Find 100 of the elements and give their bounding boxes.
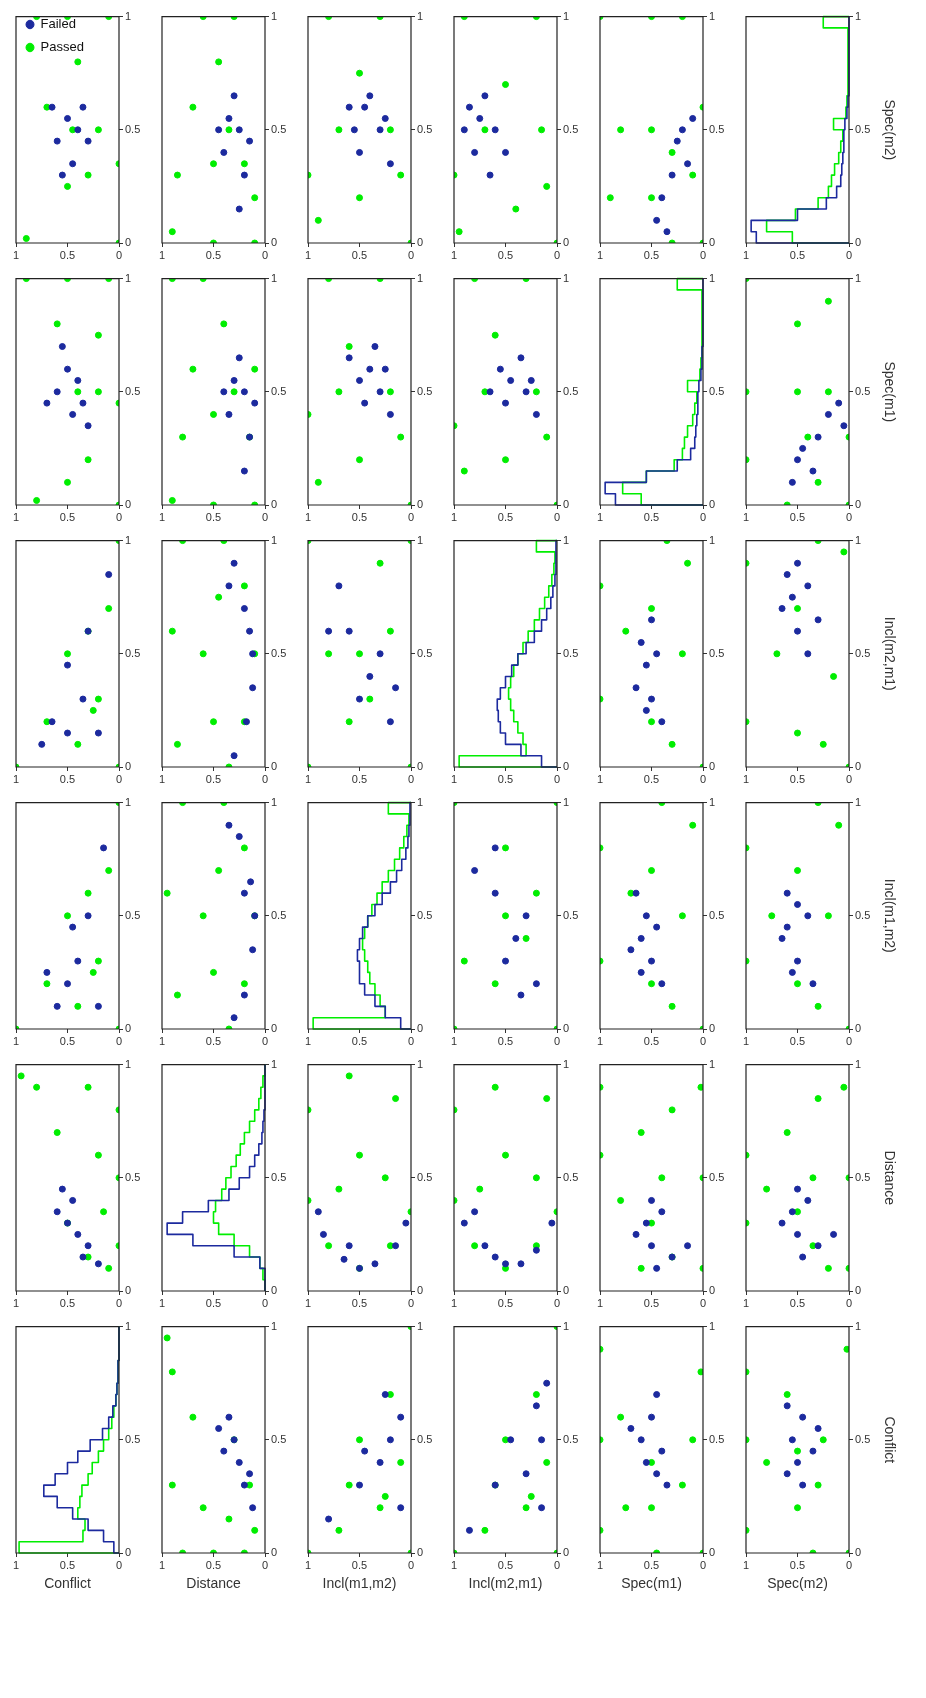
y-tick-label: 0.5 [271,122,287,135]
y-tick-label: 0 [271,1022,278,1035]
x-tick-label: 0.5 [59,772,76,785]
y-tick-label: 0.5 [563,384,579,397]
x-tick-label: 1 [158,510,166,523]
x-tick-label: 0 [115,1034,123,1047]
y-tick-label: 0 [855,498,862,511]
x-tick-label: 1 [596,772,604,785]
x-tick-label: 0 [699,1558,707,1571]
y-tick-label: 1 [417,9,424,22]
y-tick-label: 1 [271,533,278,546]
y-tick-label: 0 [125,236,132,249]
x-tick-label: 0.5 [59,1558,76,1571]
y-tick-label: 0.5 [563,646,579,659]
y-tick-label: 0.5 [709,1432,725,1445]
y-tick-label: 0.5 [417,384,433,397]
y-axis-title: Spec(m1) [881,361,898,423]
legend-label: Passed [40,39,84,55]
x-tick-label: 1 [12,1558,20,1571]
x-tick-label: 0 [845,1296,853,1309]
x-tick-label: 0.5 [59,1034,76,1047]
x-tick-label: 1 [450,1296,458,1309]
y-tick-label: 0 [563,236,570,249]
x-tick-label: 0 [115,772,123,785]
y-tick-label: 0.5 [563,908,579,921]
y-tick-label: 0.5 [271,1170,287,1183]
y-tick-label: 1 [271,795,278,808]
y-tick-label: 0.5 [709,1170,725,1183]
x-axis-title: Conflict [44,1575,91,1592]
x-tick-label: 1 [12,1296,20,1309]
y-tick-label: 0.5 [271,384,287,397]
y-tick-label: 0.5 [855,908,871,921]
x-tick-label: 1 [304,248,312,261]
x-tick-label: 0 [699,1034,707,1047]
y-tick-label: 0.5 [709,646,725,659]
x-tick-label: 1 [742,1296,750,1309]
y-tick-label: 0.5 [271,908,287,921]
legend-label: Failed [40,16,76,32]
x-tick-label: 0 [845,248,853,261]
x-tick-label: 1 [304,510,312,523]
x-tick-label: 0 [261,1296,269,1309]
y-tick-label: 0 [855,236,862,249]
y-tick-label: 1 [709,795,716,808]
x-tick-label: 1 [12,510,20,523]
x-tick-label: 1 [304,1558,312,1571]
y-tick-label: 0 [271,498,278,511]
y-tick-label: 0 [709,760,716,773]
x-tick-label: 1 [450,1558,458,1571]
y-tick-label: 0 [855,1022,862,1035]
x-tick-label: 1 [450,1034,458,1047]
x-axis-title: Spec(m1) [621,1575,682,1592]
x-tick-label: 0 [553,1296,561,1309]
y-tick-label: 0 [563,1546,570,1559]
x-tick-label: 0.5 [643,1558,660,1571]
x-tick-label: 0.5 [497,510,514,523]
y-tick-label: 0.5 [271,1432,287,1445]
y-tick-label: 0 [709,1546,716,1559]
x-tick-label: 0 [699,772,707,785]
x-tick-label: 1 [304,1296,312,1309]
y-tick-label: 0.5 [125,384,141,397]
x-tick-label: 0.5 [351,1558,368,1571]
y-tick-label: 0 [417,760,424,773]
x-tick-label: 1 [596,1034,604,1047]
x-tick-label: 1 [158,248,166,261]
y-tick-label: 1 [563,271,570,284]
y-tick-label: 1 [417,271,424,284]
y-tick-label: 1 [563,795,570,808]
y-tick-label: 0.5 [855,1432,871,1445]
y-tick-label: 0.5 [855,646,871,659]
x-tick-label: 0.5 [205,1296,222,1309]
x-tick-label: 1 [742,772,750,785]
y-tick-label: 1 [125,9,132,22]
y-tick-label: 1 [563,9,570,22]
x-tick-label: 0.5 [643,1034,660,1047]
x-tick-label: 1 [158,772,166,785]
x-tick-label: 1 [742,248,750,261]
y-tick-label: 0 [855,760,862,773]
x-tick-label: 1 [596,510,604,523]
y-tick-label: 1 [855,271,862,284]
y-tick-label: 0.5 [563,1170,579,1183]
y-tick-label: 1 [709,1319,716,1332]
x-tick-label: 0.5 [205,772,222,785]
x-tick-label: 0.5 [789,510,806,523]
y-tick-label: 1 [855,795,862,808]
x-tick-label: 0.5 [643,1296,660,1309]
x-tick-label: 0 [261,1558,269,1571]
x-axis-title: Incl(m1,m2) [322,1575,397,1592]
x-tick-label: 0.5 [59,248,76,261]
x-tick-label: 1 [742,510,750,523]
x-tick-label: 1 [742,1034,750,1047]
x-tick-label: 1 [304,1034,312,1047]
y-tick-label: 0.5 [709,908,725,921]
x-tick-label: 0.5 [497,1034,514,1047]
y-tick-label: 1 [709,271,716,284]
x-tick-label: 1 [158,1034,166,1047]
y-tick-label: 1 [271,9,278,22]
y-tick-label: 0 [417,1022,424,1035]
x-tick-label: 0.5 [351,1296,368,1309]
x-tick-label: 1 [596,248,604,261]
y-tick-label: 0 [417,236,424,249]
